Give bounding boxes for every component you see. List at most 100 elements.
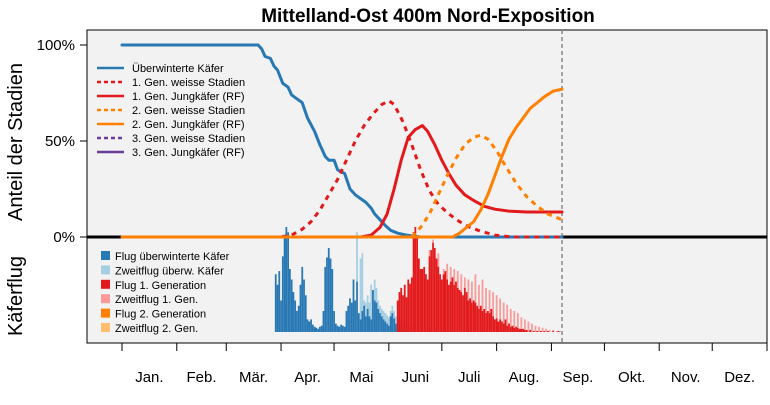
- second-flight-bar-overwintered: [379, 305, 381, 314]
- second-flight-bar-overwintered: [393, 311, 396, 319]
- flight-bar-gen1: [448, 284, 450, 332]
- legend-label: 2. Gen. weisse Stadien: [132, 105, 245, 117]
- flight-bar-overwintered: [276, 284, 279, 332]
- second-flight-bar-gen1: [509, 308, 512, 327]
- flight-bar-overwintered: [386, 323, 388, 332]
- flight-bar-gen1: [458, 290, 461, 332]
- flight-bar-gen1: [546, 330, 549, 332]
- flight-bar-overwintered: [329, 258, 332, 332]
- flight-bar-overwintered: [310, 319, 312, 332]
- second-flight-bar-overwintered: [368, 302, 371, 317]
- flight-bar-gen1: [485, 313, 487, 332]
- flight-bar-gen1: [439, 274, 441, 332]
- flight-bar-gen1: [529, 329, 532, 332]
- flight-bar-gen1: [472, 300, 475, 332]
- flight-bar-gen1: [414, 227, 417, 332]
- legend-box-swatch: [101, 323, 110, 332]
- x-tick-label: Aug.: [509, 369, 540, 386]
- flight-bar-overwintered: [280, 300, 282, 332]
- second-flight-bar-gen1: [437, 253, 440, 267]
- flight-bar-overwintered: [364, 316, 367, 332]
- flight-bar-overwintered: [334, 323, 337, 332]
- second-flight-bar-gen1: [531, 323, 533, 332]
- second-flight-bar-overwintered: [361, 253, 364, 311]
- second-flight-bar-gen1: [474, 274, 477, 303]
- x-tick-label: Jan.: [135, 369, 163, 386]
- flight-bar-overwintered: [350, 302, 353, 332]
- gen1-white-stages-line: [122, 99, 562, 239]
- flight-bar-gen1: [451, 277, 454, 332]
- flight-bar-gen1: [478, 308, 480, 332]
- second-flight-bar-gen1: [524, 319, 526, 330]
- second-flight-bar-gen1: [552, 329, 555, 331]
- second-flight-bar-gen1: [520, 317, 523, 329]
- flight-bar-gen1: [425, 274, 427, 332]
- flight-bar-overwintered: [287, 232, 289, 332]
- flight-bar-gen1: [471, 302, 473, 332]
- flight-bar-overwintered: [354, 300, 357, 332]
- legend-box-swatch: [101, 265, 110, 275]
- flight-bar-gen1: [539, 330, 542, 332]
- stage-lines: [120, 43, 564, 239]
- flight-bar-gen1: [504, 319, 507, 332]
- second-flight-bar-overwintered: [389, 311, 392, 317]
- flight-bar-overwintered: [322, 311, 325, 332]
- flight-bar-overwintered: [338, 326, 341, 332]
- x-tick-label: Juni: [402, 369, 430, 386]
- legend-label: Flug 1. Generation: [115, 280, 206, 292]
- second-flight-bar-gen1: [499, 298, 502, 320]
- legend-label: Zweitflug überw. Käfer: [115, 265, 224, 277]
- flight-bar-overwintered: [359, 319, 362, 332]
- flight-bar-gen1: [486, 311, 489, 332]
- flight-bar-gen1: [495, 318, 498, 332]
- flight-bar-overwintered: [311, 324, 314, 332]
- flight-bar-overwintered: [306, 319, 309, 332]
- flight-bar-gen1: [421, 269, 424, 332]
- flight-bar-overwintered: [342, 325, 344, 332]
- second-flight-bar-overwintered: [363, 300, 365, 306]
- second-flight-bar-gen1: [467, 279, 470, 301]
- flight-bar-overwintered: [366, 308, 369, 332]
- flight-bar-gen1: [437, 266, 440, 332]
- flight-bar-overwintered: [324, 266, 327, 332]
- flight-bar-gen1: [515, 326, 517, 332]
- x-tick-label: Feb.: [187, 369, 217, 386]
- second-flight-bar-gen1: [453, 269, 456, 285]
- second-flight-bar-gen1: [555, 330, 558, 332]
- flight-bar-gen1: [490, 308, 493, 332]
- second-flight-bar-overwintered: [356, 232, 358, 282]
- flight-bar-gen1: [396, 300, 399, 332]
- second-flight-bar-gen1: [488, 290, 491, 314]
- flight-bar-gen1: [467, 300, 470, 332]
- flight-bar-overwintered: [373, 300, 376, 332]
- flight-bar-gen1: [502, 323, 505, 332]
- flight-bar-gen1: [476, 305, 479, 332]
- second-flight-bar-gen1: [460, 274, 463, 293]
- flight-bar-overwintered: [345, 311, 348, 332]
- second-flight-bar-overwintered: [370, 284, 373, 320]
- flight-bar-gen1: [455, 281, 457, 332]
- flight-bar-gen1: [402, 295, 404, 332]
- second-flight-bar-overwintered: [359, 258, 362, 320]
- flight-bar-overwintered: [290, 279, 293, 332]
- flight-bar-gen1: [426, 279, 429, 332]
- flight-bar-gen1: [412, 232, 415, 332]
- legend-label: 1. Gen. Jungkäfer (RF): [132, 91, 245, 103]
- second-flight-bar-gen1: [492, 292, 494, 317]
- x-tick-label: Apr.: [294, 369, 321, 386]
- flight-bar-overwintered: [370, 319, 373, 332]
- legend-stages: Überwinterte Käfer 1. Gen. weisse Stadien…: [97, 63, 245, 159]
- second-flight-bar-gen1: [545, 328, 547, 332]
- flight-bar-overwintered: [303, 279, 305, 332]
- flight-bar-overwintered: [343, 326, 346, 332]
- flight-bar-gen1: [405, 297, 408, 332]
- chart-title: Mittelland-Ost 400m Nord-Exposition: [261, 6, 595, 27]
- x-axis: Jan. Feb. Mär. Apr. Mai Juni Juli Aug. Sep. Okt. N…: [121, 343, 768, 386]
- flight-bar-overwintered: [340, 324, 343, 332]
- legend-label: Überwinterte Käfer: [132, 63, 224, 75]
- y-ticks: 100% 50% 0%: [37, 37, 87, 246]
- flight-bar-gen1: [493, 319, 496, 332]
- flight-bar-gen1: [499, 319, 502, 332]
- flight-bar-overwintered: [379, 313, 381, 332]
- x-tick-label: Mai: [349, 369, 373, 386]
